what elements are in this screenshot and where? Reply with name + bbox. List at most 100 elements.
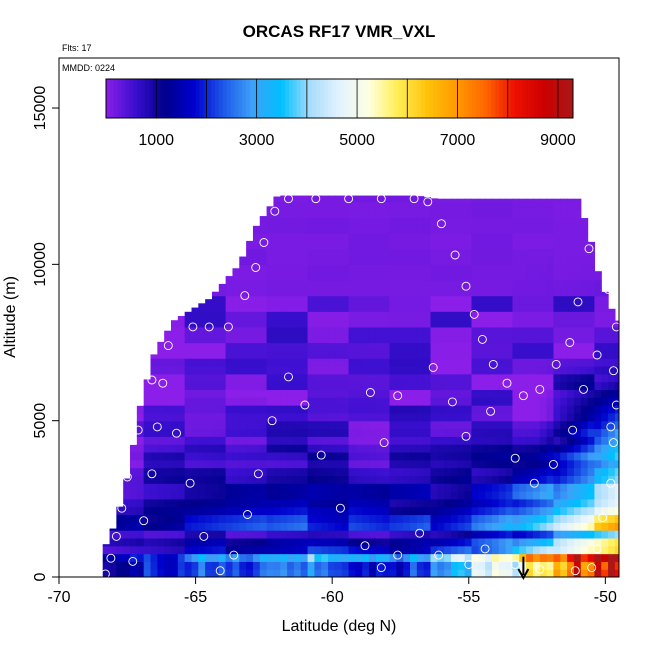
heatmap-cell xyxy=(273,209,281,219)
flight-track-points xyxy=(100,194,619,577)
heatmap-cell xyxy=(573,522,582,531)
heatmap-cell xyxy=(512,498,520,508)
heatmap-cell xyxy=(423,197,432,203)
heatmap-cell xyxy=(505,397,514,406)
heatmap-cell xyxy=(293,295,302,305)
heatmap-cell xyxy=(355,389,363,398)
heatmap-cell xyxy=(341,201,350,211)
heatmap-cell xyxy=(546,451,555,461)
heatmap-cell xyxy=(355,373,363,383)
heatmap-cell xyxy=(526,209,534,219)
heatmap-cell xyxy=(177,514,186,523)
colorbar-swatch xyxy=(413,79,418,118)
heatmap-cell xyxy=(553,491,561,500)
heatmap-cell xyxy=(396,467,404,476)
heatmap-cell xyxy=(136,475,145,484)
heatmap-cell xyxy=(171,569,179,577)
heatmap-cell xyxy=(403,412,411,422)
heatmap-cell xyxy=(464,272,473,281)
heatmap-cell xyxy=(321,195,329,203)
heatmap-cell xyxy=(314,256,322,265)
heatmap-cell xyxy=(184,451,193,461)
heatmap-cell xyxy=(614,537,619,547)
heatmap-cell xyxy=(252,569,261,577)
heatmap-cell xyxy=(553,295,561,305)
heatmap-cell xyxy=(396,295,404,305)
heatmap-cell xyxy=(560,358,568,367)
date-annotation: MMDD: 0224 xyxy=(62,63,115,73)
heatmap-cell xyxy=(362,405,370,414)
heatmap-cell xyxy=(519,436,527,445)
heatmap-cell xyxy=(341,412,350,422)
heatmap-cell xyxy=(560,264,568,273)
heatmap-cell xyxy=(259,233,268,242)
heatmap-cell xyxy=(314,240,322,250)
heatmap-cell xyxy=(266,545,275,555)
heatmap-cell xyxy=(464,459,473,469)
heatmap-cell xyxy=(567,365,575,375)
heatmap-cell xyxy=(451,201,459,211)
heatmap-cell xyxy=(218,444,227,453)
heatmap-cell xyxy=(498,436,507,445)
heatmap-cell xyxy=(300,225,309,234)
heatmap-cell xyxy=(341,530,350,539)
heatmap-cell xyxy=(416,569,425,577)
heatmap-cell xyxy=(430,373,438,383)
heatmap-cell xyxy=(519,506,527,516)
heatmap-cell xyxy=(457,198,466,203)
heatmap-cell xyxy=(252,483,261,492)
heatmap-cell xyxy=(177,381,186,391)
heatmap-cell xyxy=(136,553,145,562)
heatmap-cell xyxy=(205,405,213,414)
heatmap-cell xyxy=(614,506,619,516)
heatmap-cell xyxy=(526,350,534,359)
flight-track-point xyxy=(139,516,149,526)
heatmap-cell xyxy=(430,530,438,539)
heatmap-cell xyxy=(560,475,568,484)
heatmap-cell xyxy=(293,522,302,531)
heatmap-cell xyxy=(150,522,158,531)
heatmap-cell xyxy=(130,506,138,516)
heatmap-cell xyxy=(171,326,179,336)
heatmap-cell xyxy=(546,397,555,406)
heatmap-cell xyxy=(526,217,534,226)
heatmap-cell xyxy=(334,475,343,484)
heatmap-cell xyxy=(498,522,507,531)
heatmap-cell xyxy=(519,459,527,469)
heatmap-cell xyxy=(164,491,172,500)
heatmap-cell xyxy=(437,444,445,453)
colorbar-swatch xyxy=(222,79,228,118)
heatmap-cell xyxy=(526,256,534,265)
heatmap-cell xyxy=(478,264,486,273)
colorbar-swatch xyxy=(335,79,340,118)
heatmap-cell xyxy=(437,198,445,203)
heatmap-cell xyxy=(300,195,309,203)
heatmap-cell xyxy=(491,491,500,500)
heatmap-cell xyxy=(375,561,384,570)
heatmap-cell xyxy=(560,279,568,289)
colorbar-swatch xyxy=(541,79,547,118)
heatmap-cell xyxy=(321,389,329,398)
heatmap-cell xyxy=(389,451,397,461)
heatmap-cell xyxy=(246,248,254,258)
heatmap-cell xyxy=(287,436,295,445)
heatmap-cell xyxy=(430,522,438,531)
heatmap-cell xyxy=(239,358,247,367)
heatmap-cell xyxy=(348,428,356,437)
heatmap-cell xyxy=(225,334,234,344)
heatmap-cell xyxy=(526,303,534,312)
heatmap-cell xyxy=(287,326,295,336)
heatmap-cell xyxy=(560,225,568,234)
colorbar-swatch xyxy=(358,79,364,118)
heatmap-cell xyxy=(437,522,445,531)
heatmap-cell xyxy=(287,561,295,570)
heatmap-cell xyxy=(328,514,336,523)
heatmap-cell xyxy=(498,412,507,422)
heatmap-cell xyxy=(573,506,582,516)
heatmap-cell xyxy=(382,514,391,523)
heatmap-cell xyxy=(259,303,268,312)
heatmap-cell xyxy=(130,459,138,469)
heatmap-cell xyxy=(614,491,619,500)
heatmap-cell xyxy=(252,272,261,281)
heatmap-cell xyxy=(375,287,384,297)
